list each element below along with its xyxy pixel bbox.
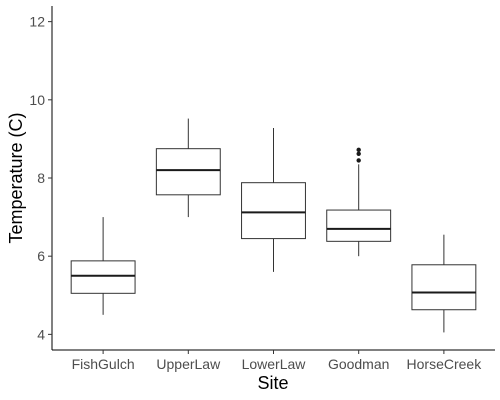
y-tick-label: 6 [37,248,45,264]
iqr-box [241,182,306,240]
plot-area [70,118,477,333]
box-upperlaw [155,118,221,218]
y-tick-label: 12 [29,14,45,30]
x-axis: FishGulch UpperLaw LowerLaw Goodman HorseCre… [52,349,495,372]
y-axis-title: Temperature (C) [6,112,26,243]
x-tick-label: LowerLaw [242,356,307,372]
box-goodman [326,147,392,257]
y-axis: 4 6 8 10 12 [29,6,53,350]
iqr-box [326,209,392,242]
y-tick-label: 8 [37,170,45,186]
box-horsecreek [411,234,477,333]
outlier-point [356,147,361,153]
x-axis-title: Site [257,373,288,393]
y-tick-label: 10 [29,92,45,108]
iqr-box [155,148,221,196]
box-fishgulch [70,217,136,315]
x-tick-label: UpperLaw [156,356,221,372]
x-tick-label: FishGulch [72,356,135,372]
y-tick-label: 4 [37,326,45,342]
box-lowerlaw [241,127,306,272]
iqr-box [411,264,477,311]
x-tick-label: HorseCreek [407,356,483,372]
iqr-box [70,260,136,294]
outlier-point [356,151,361,156]
x-tick-label: Goodman [328,356,389,372]
outlier-point [356,158,361,163]
